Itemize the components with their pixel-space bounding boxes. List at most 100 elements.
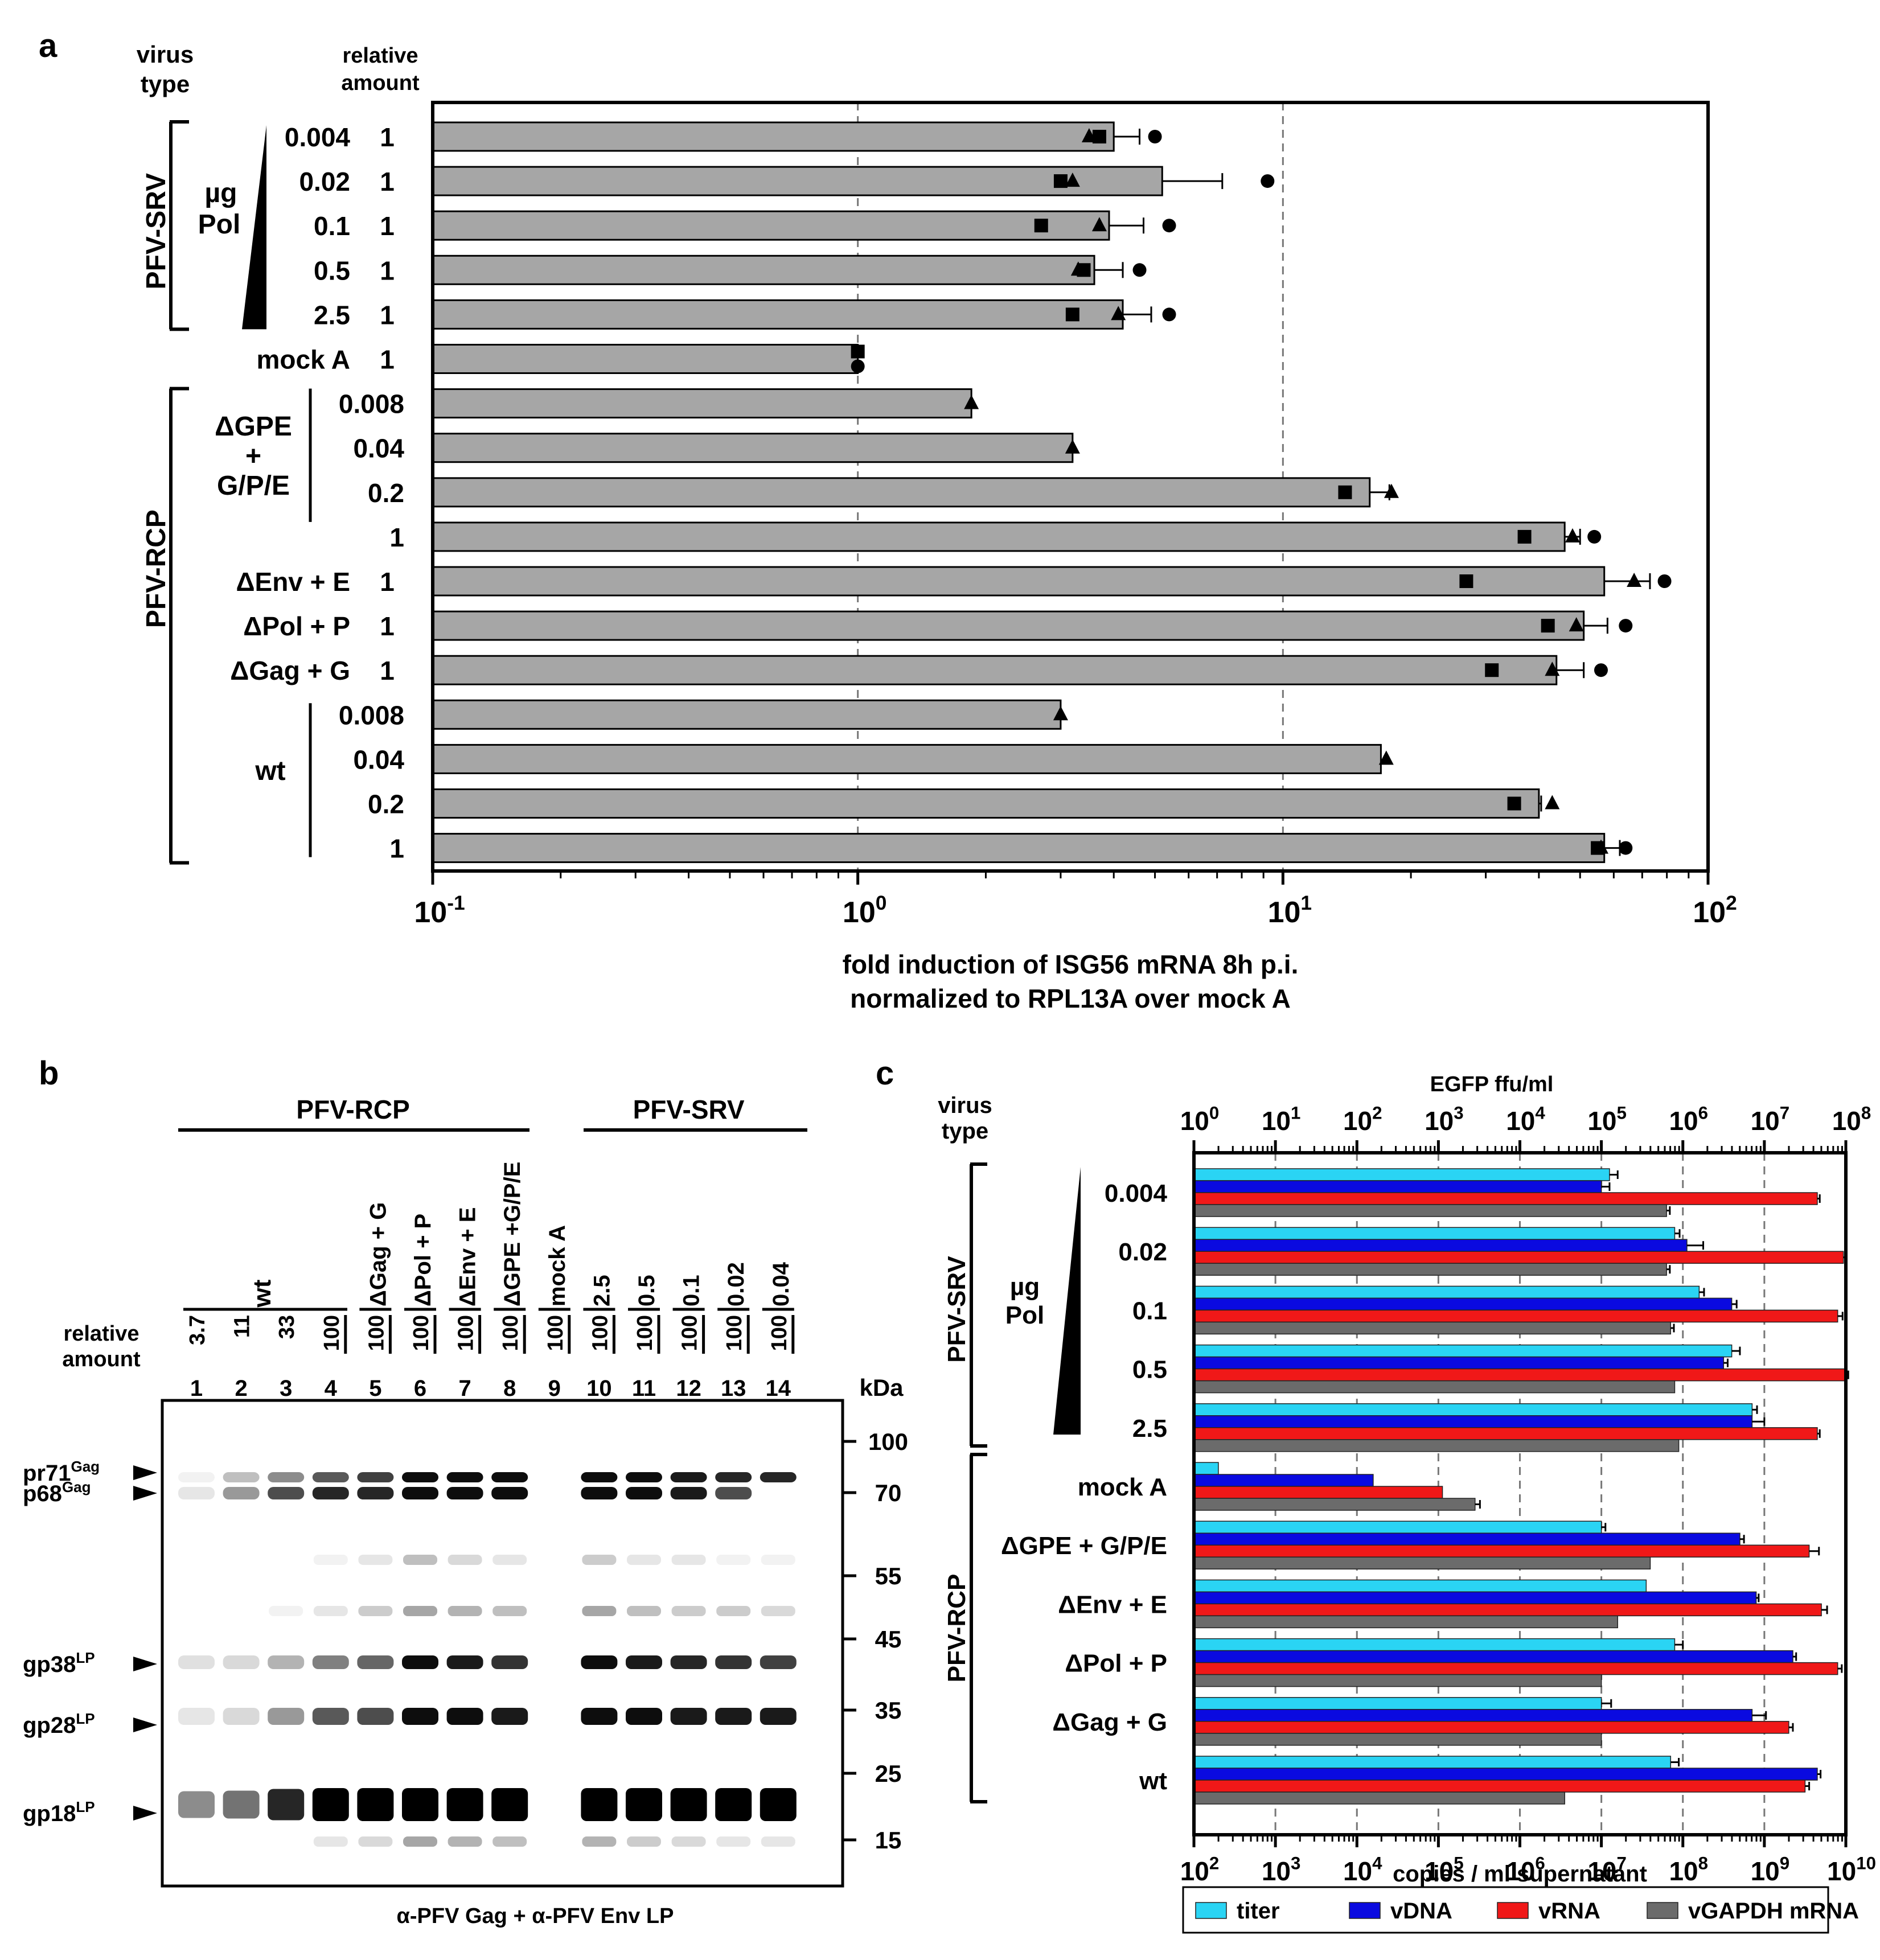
band (402, 1472, 438, 1482)
group-label-pfv-srv: PFV-SRV (141, 173, 171, 290)
bar-vgapdh-mrna (1193, 1615, 1618, 1629)
band (312, 1472, 349, 1482)
band-label: gp38LP (23, 1649, 95, 1677)
lane-label: 0.5 (634, 1275, 659, 1306)
lane-number: 7 (458, 1376, 471, 1401)
band (715, 1708, 752, 1725)
minor-band (761, 1555, 795, 1565)
legend-swatch-vdna (1349, 1902, 1381, 1919)
band (402, 1708, 438, 1725)
marker-label: 25 (875, 1760, 902, 1787)
legend-box (1182, 1886, 1829, 1934)
point-circle (1162, 307, 1176, 322)
top-tick-label: 101 (1262, 1103, 1301, 1136)
x-tick-label: 101 (1268, 892, 1312, 929)
category-label: 0.004 (285, 122, 351, 152)
bar-titer (1193, 1227, 1676, 1240)
bar (432, 566, 1606, 597)
bar (432, 655, 1558, 685)
point-triangle (1565, 528, 1580, 543)
band (402, 1655, 438, 1669)
top-tick-label: 106 (1669, 1103, 1708, 1136)
lane-label: 0.1 (679, 1275, 704, 1306)
bar (432, 788, 1540, 819)
amount-label: 1 (380, 300, 395, 330)
minor-band (448, 1606, 482, 1616)
minor-band (627, 1836, 661, 1847)
band (760, 1472, 797, 1482)
lane-number: 9 (548, 1376, 561, 1401)
lane-number: 3 (280, 1376, 292, 1401)
band (223, 1655, 260, 1669)
bar-vrna (1193, 1368, 1846, 1382)
bar (432, 299, 1124, 330)
minor-band (313, 1836, 348, 1847)
minor-band (403, 1836, 437, 1847)
band (446, 1487, 483, 1499)
marker-label: 100 (868, 1428, 908, 1455)
top-tick-label: 107 (1751, 1103, 1790, 1136)
band-label: p68Gag (23, 1478, 91, 1506)
band (715, 1472, 752, 1482)
category-label: 0.1 (1132, 1297, 1167, 1325)
point-circle (1587, 529, 1602, 544)
category-label: 0.5 (314, 256, 350, 285)
category-label: mock A (257, 345, 350, 375)
minor-band (627, 1606, 661, 1616)
point-triangle (1545, 661, 1560, 676)
bar-vgapdh-mrna (1193, 1733, 1602, 1746)
bar-vrna (1193, 1721, 1789, 1734)
category-label: 1 (389, 523, 404, 552)
lane-number: 5 (369, 1376, 381, 1401)
minor-band (582, 1836, 617, 1847)
bar-titer (1193, 1285, 1700, 1299)
header-relative-amount: relative (342, 44, 418, 68)
point-square (1459, 574, 1473, 588)
point-circle (1162, 219, 1176, 233)
bottom-tick-label: 104 (1343, 1854, 1382, 1886)
amount-label: 1 (380, 345, 395, 375)
bar (432, 477, 1371, 508)
minor-band (448, 1555, 482, 1565)
band-arrow (133, 1717, 157, 1732)
lane-number: 12 (676, 1376, 701, 1401)
band (223, 1472, 260, 1482)
minor-band (492, 1555, 527, 1565)
minor-band (313, 1555, 348, 1565)
amount-value: 100 (454, 1315, 478, 1351)
band (626, 1708, 662, 1725)
amount-label: 1 (380, 122, 395, 152)
minor-band (671, 1606, 706, 1616)
band (626, 1472, 662, 1482)
top-tick-label: 104 (1506, 1103, 1545, 1136)
bar-vrna (1193, 1251, 1844, 1264)
category-label: ΔGPE + G/P/E (1001, 1532, 1167, 1560)
bar-titer (1193, 1521, 1602, 1534)
bar-vdna (1193, 1356, 1725, 1370)
amount-value: 100 (544, 1315, 568, 1351)
lane-number: 2 (235, 1376, 247, 1401)
point-square (1517, 529, 1532, 544)
minor-band (492, 1606, 527, 1616)
band-arrow (133, 1806, 157, 1821)
band (357, 1708, 394, 1725)
band (670, 1655, 707, 1669)
minor-band (492, 1836, 527, 1847)
subgroup-dgpe-label: ΔGPE (215, 412, 292, 442)
lane-label: ΔPol + P (411, 1214, 436, 1306)
band (178, 1472, 215, 1482)
band (446, 1472, 483, 1482)
amount-value: 100 (767, 1315, 791, 1351)
band (223, 1790, 260, 1819)
category-label: 1 (389, 834, 404, 864)
point-circle (1132, 263, 1147, 277)
category-label: ΔGag + G (1052, 1708, 1167, 1736)
minor-band (761, 1836, 795, 1847)
bar-vgapdh-mrna (1193, 1556, 1651, 1569)
band (312, 1487, 349, 1499)
bar-titer (1193, 1344, 1733, 1358)
amount-label: 1 (380, 256, 395, 285)
top-tick-label: 100 (1180, 1103, 1220, 1136)
